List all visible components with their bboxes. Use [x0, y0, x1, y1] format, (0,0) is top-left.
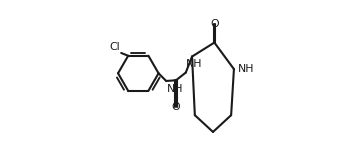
Text: O: O — [210, 19, 219, 29]
Text: O: O — [172, 102, 180, 112]
Text: NH: NH — [167, 84, 183, 94]
Text: NH: NH — [186, 59, 203, 69]
Text: NH: NH — [237, 64, 254, 74]
Text: Cl: Cl — [110, 42, 120, 52]
